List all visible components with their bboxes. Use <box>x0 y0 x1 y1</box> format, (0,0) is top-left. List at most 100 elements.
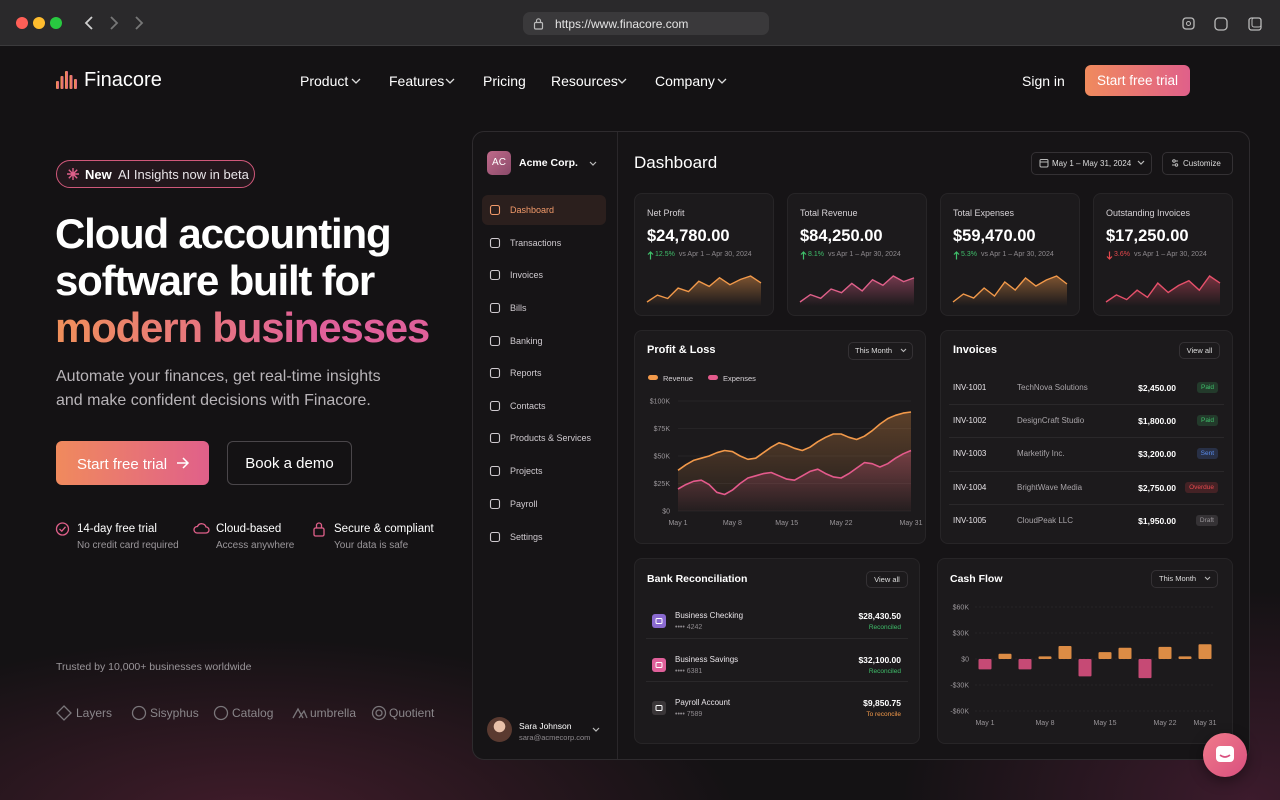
chat-icon <box>1216 746 1234 762</box>
bar <box>978 659 992 670</box>
y-tick-label: $30K <box>953 631 970 638</box>
period-label: This Month <box>1159 574 1197 583</box>
menu-item[interactable]: Projects <box>510 466 543 476</box>
kpi-period: vs Apr 1 – Apr 30, 2024 <box>827 251 901 258</box>
kpi-change: 5.3% <box>961 251 977 258</box>
badge-text: AI Insights now in beta <box>118 167 249 182</box>
settings-icon <box>1172 159 1179 167</box>
company-avatar[interactable]: AC <box>487 151 511 175</box>
card-title: Profit & Loss <box>647 344 716 356</box>
sign-in[interactable]: Sign in <box>1022 73 1065 89</box>
kpi-value: $24,780.00 <box>647 227 730 245</box>
partner-logo: umbrella <box>310 706 357 720</box>
nav-link[interactable]: Pricing <box>483 73 526 89</box>
nav-link[interactable]: Company <box>655 73 715 89</box>
menu-item[interactable]: Products & Services <box>510 433 592 443</box>
brand-logo <box>56 71 77 89</box>
feature-title: Secure & compliant <box>334 523 434 535</box>
view-all[interactable]: View all <box>1179 342 1220 359</box>
bar <box>1098 652 1112 659</box>
legend-swatch <box>708 375 718 380</box>
account-icon <box>652 658 666 672</box>
sparkline-line <box>1105 275 1221 303</box>
series-line <box>677 449 912 496</box>
badge[interactable] <box>56 160 255 188</box>
menu-item[interactable]: Reports <box>510 368 542 378</box>
invoice-client: Marketify Inc. <box>1017 449 1065 458</box>
kpi-value: $84,250.00 <box>800 227 883 245</box>
partner-logo: Sisyphus <box>150 706 199 720</box>
logo-icons <box>56 705 387 721</box>
menu-item[interactable]: Dashboard <box>510 205 555 215</box>
view-all[interactable]: View all <box>866 571 908 588</box>
brand-name[interactable]: Finacore <box>84 69 162 91</box>
invoice-amount: $3,200.00 <box>1138 449 1176 459</box>
secondary-cta[interactable]: Book a demo <box>227 441 352 485</box>
period-select[interactable] <box>1151 570 1218 588</box>
account-number: •••• 6381 <box>675 668 703 675</box>
hero-highlight: modern businesses <box>55 304 430 351</box>
x-tick-label: May 8 <box>1035 720 1054 727</box>
nav-link[interactable]: Product <box>300 73 349 89</box>
sparkline <box>799 275 915 306</box>
kpi-change-row: 12.5% vs Apr 1 – Apr 30, 2024 <box>655 251 752 258</box>
menu-item[interactable]: Payroll <box>510 499 538 509</box>
menu-item[interactable]: Transactions <box>510 238 562 248</box>
menu-icon <box>489 400 501 412</box>
invoice-status: Overdue <box>1185 482 1218 493</box>
nav-link[interactable]: Resources <box>551 73 618 89</box>
pl-chart: $0 $25K $50K $75K $100K May 1 May 8 May 15 May 2… <box>650 399 923 528</box>
account-name: Business Checking <box>675 611 744 620</box>
invoice-status: Paid <box>1196 382 1218 393</box>
customize-button[interactable] <box>1162 152 1233 175</box>
kpi-change: 3.6% <box>1114 251 1130 258</box>
feature-title: Cloud-based <box>216 523 282 535</box>
nav-chevrons <box>351 78 727 84</box>
url-box[interactable] <box>523 12 769 35</box>
company-name[interactable]: Acme Corp. <box>519 157 578 169</box>
partner-logo: Quotient <box>389 706 435 720</box>
sparkline-area <box>647 276 761 306</box>
card-title: Bank Reconciliation <box>647 573 748 585</box>
sparkline <box>646 275 762 306</box>
nav-link[interactable]: Features <box>389 73 445 89</box>
menu-icon <box>489 531 501 543</box>
account-status: To reconcile <box>866 711 901 718</box>
menu-icon <box>489 465 501 477</box>
nav-cta[interactable]: Start free trial <box>1085 65 1190 96</box>
y-tick-label: $0 <box>961 657 969 664</box>
menu-item[interactable]: Settings <box>510 532 543 542</box>
kpi-change-row: 8.1% vs Apr 1 – Apr 30, 2024 <box>808 251 901 258</box>
y-tick-label: $50K <box>654 454 671 461</box>
invoice-id: INV-1005 <box>953 516 987 525</box>
kpi-label: Total Revenue <box>800 208 858 218</box>
bar <box>1138 659 1152 679</box>
user-avatar[interactable] <box>487 717 512 742</box>
menu-item[interactable]: Contacts <box>510 401 546 411</box>
date-picker[interactable] <box>1031 152 1152 175</box>
sparkline-area <box>1106 276 1220 306</box>
calendar-icon <box>1039 159 1049 168</box>
row-divider <box>646 681 908 682</box>
kpi-period: vs Apr 1 – Apr 30, 2024 <box>980 251 1054 258</box>
sparkle-icon <box>67 168 79 180</box>
card-title: Invoices <box>953 344 998 356</box>
hero-title: software built for <box>55 257 375 304</box>
account-status: Reconciled <box>868 624 901 631</box>
primary-cta-label: Start free trial <box>77 456 168 473</box>
bar <box>1158 646 1172 659</box>
sparkline-line <box>799 275 915 303</box>
y-tick-label: $0 <box>662 509 670 516</box>
period-select[interactable] <box>848 342 913 360</box>
kpi-label: Net Profit <box>647 208 685 218</box>
x-tick-label: May 15 <box>775 520 798 527</box>
sparkline <box>1105 275 1221 306</box>
y-tick-label: $60K <box>953 605 970 612</box>
menu-item[interactable]: Invoices <box>510 270 544 280</box>
sparkline-line <box>952 275 1068 303</box>
row-divider <box>949 437 1224 438</box>
account-number: •••• 4242 <box>675 624 703 631</box>
menu-item[interactable]: Bills <box>510 303 527 313</box>
menu-item[interactable]: Banking <box>510 336 543 346</box>
account-icon <box>652 614 666 628</box>
